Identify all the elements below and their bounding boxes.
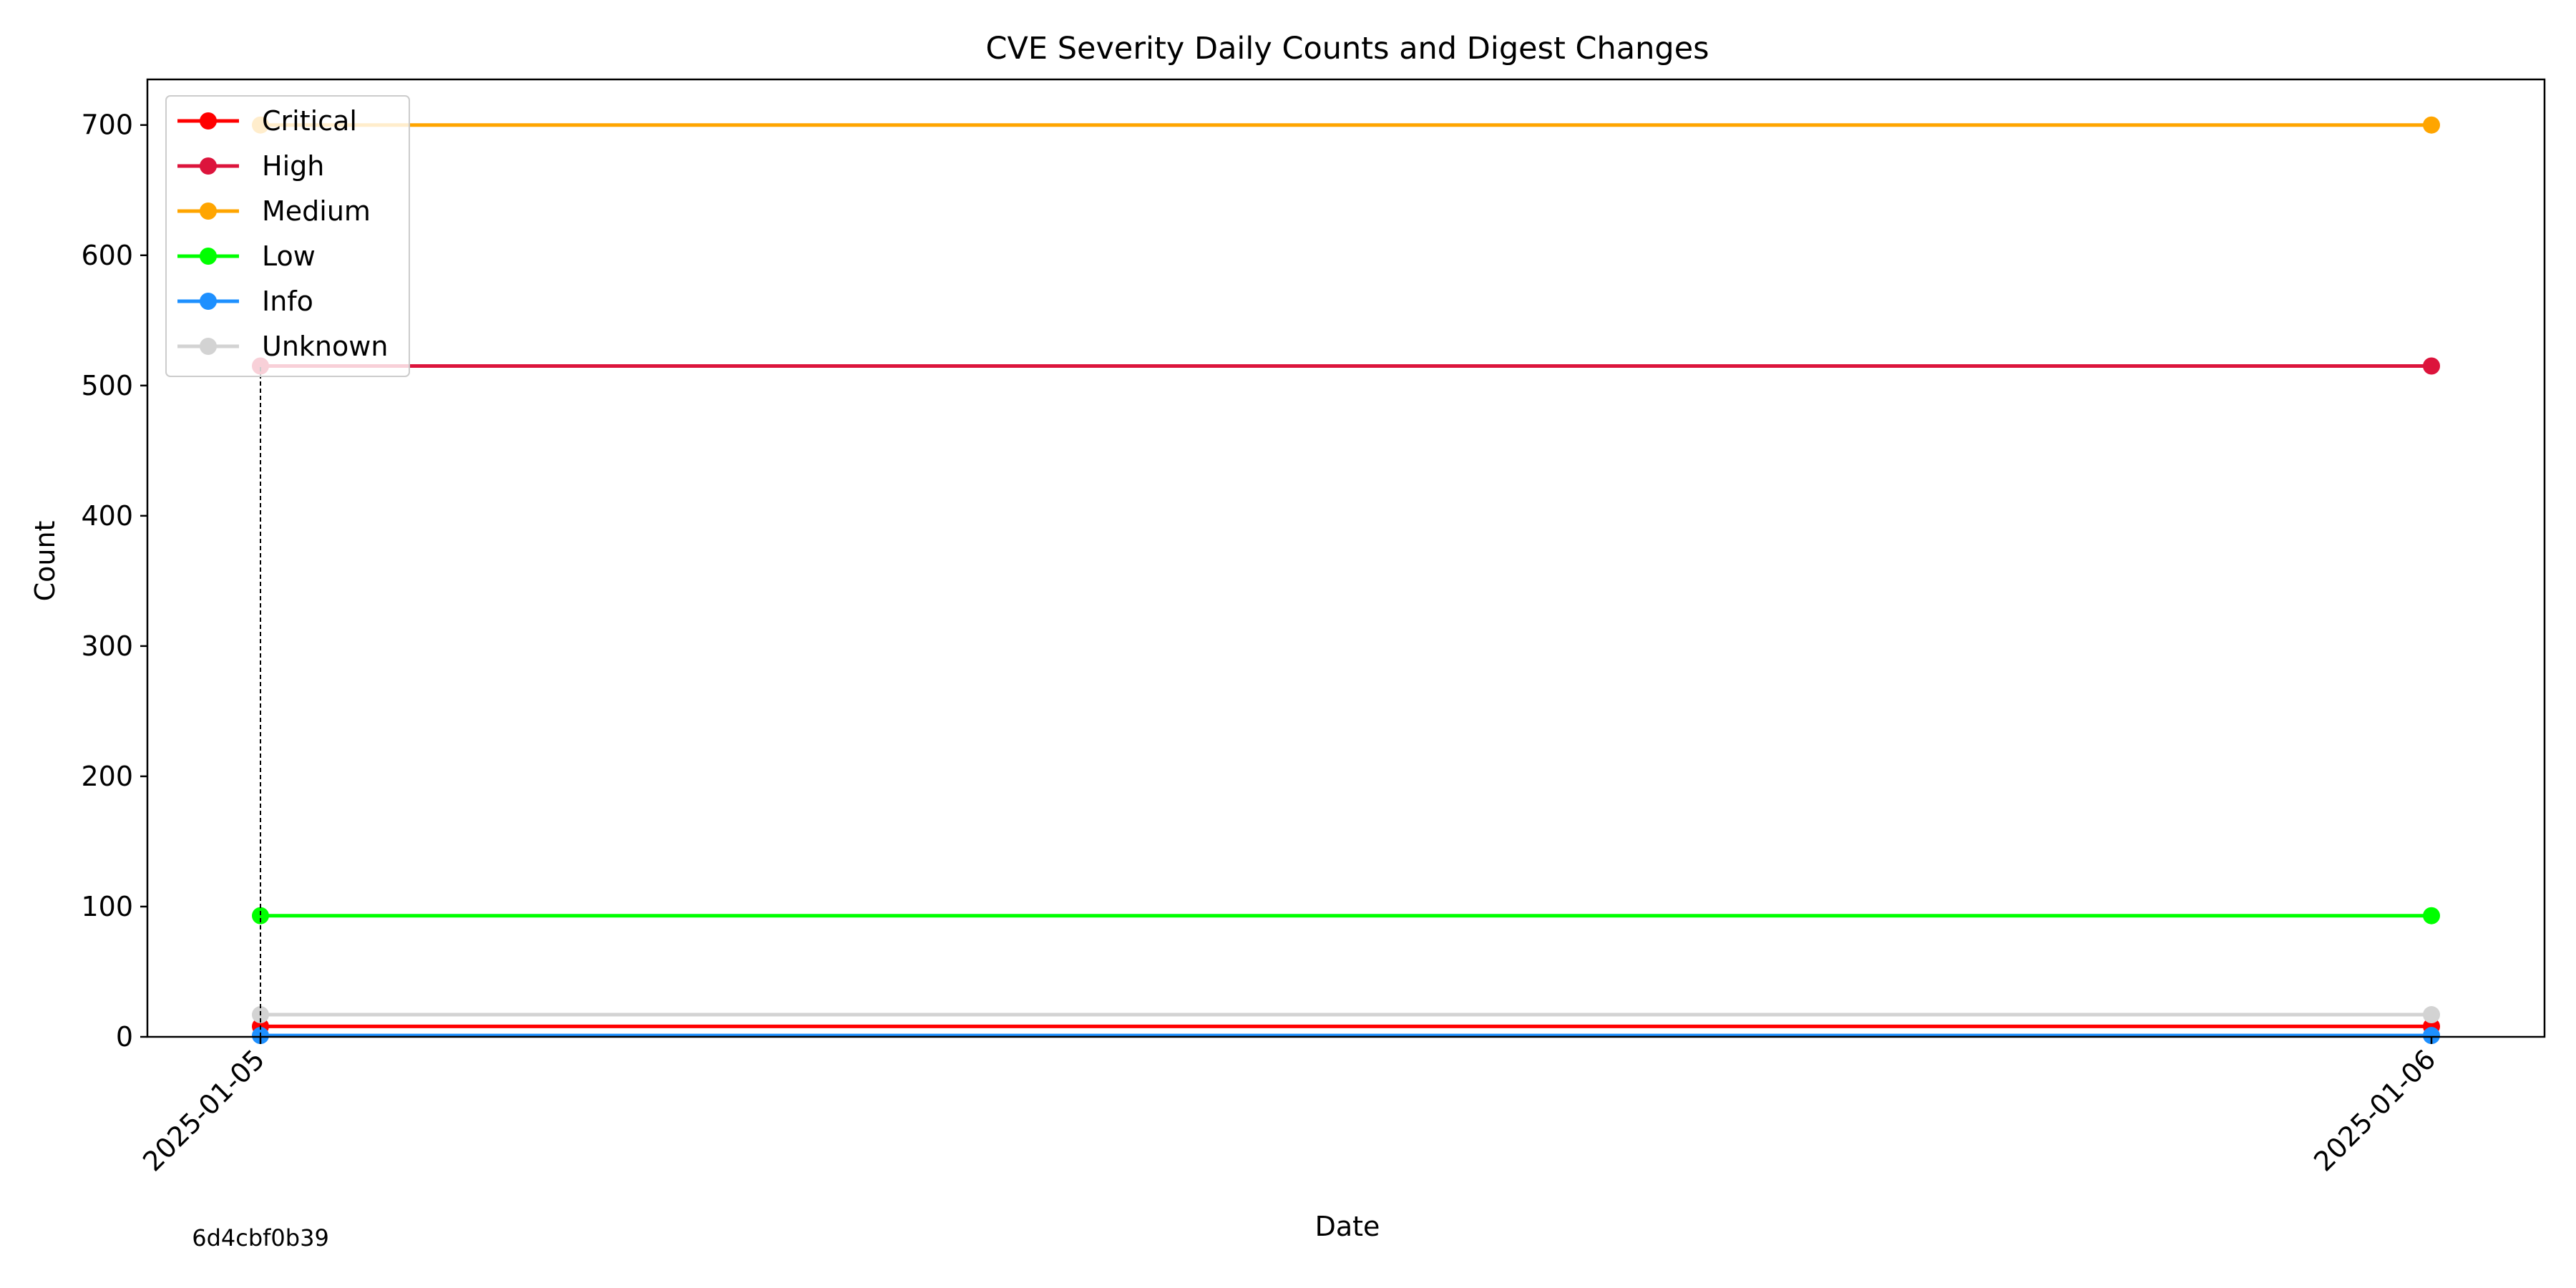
legend-label-info: Info <box>262 286 313 317</box>
y-axis-label: Count <box>29 521 61 602</box>
legend-label-critical: Critical <box>262 105 357 137</box>
x-axis-label: Date <box>1315 1211 1380 1242</box>
legend-label-high: High <box>262 150 324 182</box>
y-tick-label: 400 <box>81 500 133 532</box>
legend-label-unknown: Unknown <box>262 331 388 362</box>
legend-marker-low <box>200 248 217 265</box>
plot-area: 6d4cbf0b39 <box>192 116 2440 1252</box>
y-tick-label: 200 <box>81 761 133 792</box>
legend-marker-medium <box>200 203 217 220</box>
data-point-low <box>2423 907 2440 924</box>
legend-marker-critical <box>200 112 217 130</box>
data-point-high <box>2423 357 2440 375</box>
legend-label-low: Low <box>262 240 316 272</box>
y-tick-label: 100 <box>81 891 133 922</box>
legend-marker-high <box>200 157 217 175</box>
data-point-medium <box>2423 116 2440 134</box>
digest-change-label: 6d4cbf0b39 <box>192 1224 329 1252</box>
y-tick-label: 700 <box>81 109 133 141</box>
legend: Critical High Medium Low Info Unknown <box>165 95 410 377</box>
legend-marker-info <box>200 293 217 310</box>
legend-label-medium: Medium <box>262 195 371 227</box>
chart-title: CVE Severity Daily Counts and Digest Cha… <box>985 31 1709 67</box>
data-point-low <box>252 907 269 924</box>
y-tick-label: 0 <box>116 1021 133 1053</box>
data-point-info <box>2423 1027 2440 1045</box>
data-point-unknown <box>2423 1006 2440 1024</box>
legend-marker-unknown <box>200 338 217 355</box>
axes-frame <box>146 78 2546 1038</box>
y-tick-label: 300 <box>81 630 133 662</box>
y-tick-label: 500 <box>81 370 133 401</box>
y-tick-label: 600 <box>81 240 133 271</box>
